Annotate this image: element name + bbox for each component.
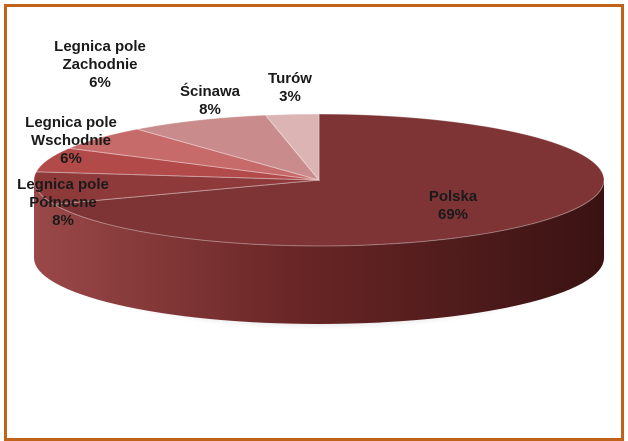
pie-slice-2	[35, 147, 320, 181]
pie-slice-5	[264, 113, 320, 182]
pie-slice-0	[52, 113, 605, 247]
label-turow: Turów 3%	[268, 70, 312, 105]
label-legnica-zachodnie: Legnica pole Zachodnie 6%	[54, 38, 146, 91]
label-legnica-polnocne: Legnica pole Północne 8%	[17, 176, 109, 229]
pie-slice-4	[137, 114, 321, 181]
label-legnica-wschodnie: Legnica pole Wschodnie 6%	[25, 114, 117, 167]
pie-slice-3	[67, 128, 320, 181]
label-scinawa: Ścinawa 8%	[179, 83, 241, 118]
pie-slice-1	[33, 171, 320, 205]
label-polska: Polska 69%	[428, 188, 478, 223]
pie-side-wall	[34, 180, 604, 324]
